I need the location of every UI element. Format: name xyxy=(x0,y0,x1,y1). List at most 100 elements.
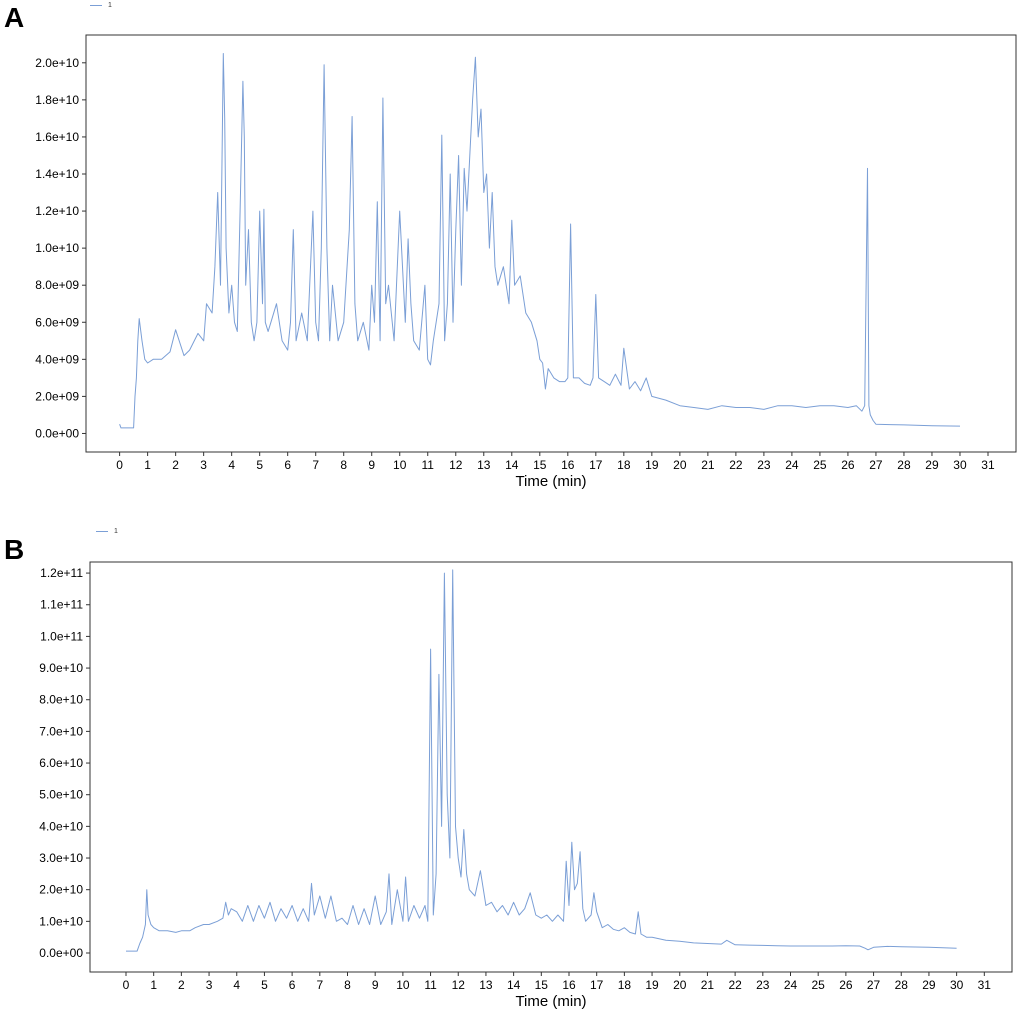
x-axis-title: Time (min) xyxy=(515,993,586,1010)
x-tick-label: 2 xyxy=(172,458,179,472)
y-tick-label: 5.0e+10 xyxy=(39,788,83,802)
legend-b: 1 xyxy=(96,528,118,535)
x-tick-label: 14 xyxy=(505,458,519,472)
x-tick-label: 23 xyxy=(756,978,770,992)
x-tick-label: 20 xyxy=(673,978,687,992)
legend-a: 1 xyxy=(90,2,112,9)
x-tick-label: 29 xyxy=(925,458,939,472)
y-tick-label: 4.0e+09 xyxy=(35,352,79,366)
x-tick-label: 3 xyxy=(206,978,213,992)
legend-label-a: 1 xyxy=(108,2,112,9)
plot-frame xyxy=(85,34,1017,453)
y-tick-label: 1.0e+10 xyxy=(39,914,83,928)
x-tick-label: 26 xyxy=(839,978,853,992)
x-tick-label: 19 xyxy=(645,458,659,472)
x-tick-label: 31 xyxy=(981,458,995,472)
y-tick-label: 2.0e+10 xyxy=(39,883,83,897)
x-tick-label: 20 xyxy=(673,458,687,472)
y-tick-label: 2.0e+10 xyxy=(35,56,79,70)
y-tick-label: 1.1e+11 xyxy=(40,598,83,612)
series-line-1 xyxy=(119,53,961,429)
y-tick-label: 8.0e+09 xyxy=(35,278,79,292)
x-tick-label: 19 xyxy=(645,978,659,992)
y-tick-label: 6.0e+09 xyxy=(35,315,79,329)
series-line-1 xyxy=(126,569,957,952)
x-axis-title: Time (min) xyxy=(515,473,586,490)
y-tick-label: 1.0e+10 xyxy=(35,241,79,255)
x-tick-label: 28 xyxy=(897,458,911,472)
x-tick-label: 21 xyxy=(701,978,715,992)
legend-swatch-a xyxy=(90,5,102,6)
x-tick-label: 3 xyxy=(200,458,207,472)
x-tick-label: 14 xyxy=(507,978,521,992)
x-tick-label: 27 xyxy=(867,978,881,992)
y-tick-label: 0.0e+00 xyxy=(39,946,83,960)
y-tick-label: 1.0e+11 xyxy=(40,629,83,643)
x-tick-label: 0 xyxy=(116,458,123,472)
legend-label-b: 1 xyxy=(114,528,118,535)
x-tick-label: 4 xyxy=(233,978,240,992)
x-tick-label: 11 xyxy=(424,978,437,992)
x-tick-label: 17 xyxy=(589,458,603,472)
y-axis-title: Intensity xyxy=(0,739,1,795)
x-tick-label: 16 xyxy=(562,978,576,992)
chart-panel-a: 0.0e+00 2.0e+09 4.0e+09 6.0e+09 8.0e+09 1.0e+… xyxy=(0,0,1020,500)
x-tick-label: 21 xyxy=(701,458,715,472)
x-tick-label: 27 xyxy=(869,458,883,472)
x-tick-label: 17 xyxy=(590,978,604,992)
x-tick-label: 28 xyxy=(895,978,909,992)
x-tick-label: 16 xyxy=(561,458,575,472)
x-tick-label: 12 xyxy=(452,978,466,992)
x-tick-label: 12 xyxy=(449,458,463,472)
x-tick-label: 31 xyxy=(978,978,992,992)
x-tick-label: 9 xyxy=(368,458,375,472)
x-tick-label: 10 xyxy=(393,458,407,472)
x-tick-label: 15 xyxy=(533,458,547,472)
x-tick-label: 26 xyxy=(841,458,855,472)
y-tick-label: 2.0e+09 xyxy=(35,389,79,403)
x-tick-label: 15 xyxy=(535,978,549,992)
x-tick-label: 6 xyxy=(289,978,296,992)
x-tick-label: 1 xyxy=(144,458,151,472)
x-tick-label: 8 xyxy=(344,978,351,992)
y-tick-label: 1.2e+10 xyxy=(35,204,79,218)
x-tick-label: 30 xyxy=(950,978,964,992)
y-tick-label: 1.8e+10 xyxy=(35,93,79,107)
y-tick-label: 3.0e+10 xyxy=(39,851,83,865)
chart-panel-b: 0.0e+00 1.0e+10 2.0e+10 3.0e+10 4.0e+10 5.0e+… xyxy=(0,520,1020,1015)
legend-swatch-b xyxy=(96,531,108,532)
chart-a-svg: 0.0e+00 2.0e+09 4.0e+09 6.0e+09 8.0e+09 1.0e+… xyxy=(35,34,1017,490)
y-tick-label: 1.6e+10 xyxy=(35,130,79,144)
x-tick-label: 22 xyxy=(729,458,743,472)
x-tick-label: 7 xyxy=(312,458,319,472)
chart-b-svg: 0.0e+00 1.0e+10 2.0e+10 3.0e+10 4.0e+10 5.0e+… xyxy=(0,561,1013,1010)
x-tick-label: 22 xyxy=(728,978,742,992)
y-tick-label: 9.0e+10 xyxy=(39,661,83,675)
y-tick-label: 0.0e+00 xyxy=(35,426,79,440)
x-tick-label: 2 xyxy=(178,978,185,992)
y-tick-label: 6.0e+10 xyxy=(39,756,83,770)
y-tick-label: 7.0e+10 xyxy=(39,724,83,738)
x-tick-label: 10 xyxy=(396,978,410,992)
y-tick-label: 1.4e+10 xyxy=(35,167,79,181)
x-tick-label: 23 xyxy=(757,458,771,472)
x-tick-label: 25 xyxy=(812,978,826,992)
x-tick-label: 0 xyxy=(123,978,130,992)
x-tick-label: 18 xyxy=(618,978,632,992)
x-tick-label: 13 xyxy=(477,458,491,472)
x-tick-label: 8 xyxy=(340,458,347,472)
x-tick-label: 4 xyxy=(228,458,235,472)
x-tick-label: 18 xyxy=(617,458,631,472)
x-tick-label: 5 xyxy=(256,458,263,472)
x-tick-label: 1 xyxy=(150,978,157,992)
x-tick-label: 13 xyxy=(479,978,493,992)
x-tick-label: 24 xyxy=(785,458,799,472)
plot-frame xyxy=(89,561,1013,973)
x-tick-label: 25 xyxy=(813,458,827,472)
y-tick-label: 1.2e+11 xyxy=(40,566,83,580)
x-tick-label: 30 xyxy=(953,458,967,472)
x-tick-label: 7 xyxy=(316,978,323,992)
x-tick-label: 29 xyxy=(922,978,936,992)
y-tick-label: 4.0e+10 xyxy=(39,819,83,833)
x-tick-label: 9 xyxy=(372,978,379,992)
